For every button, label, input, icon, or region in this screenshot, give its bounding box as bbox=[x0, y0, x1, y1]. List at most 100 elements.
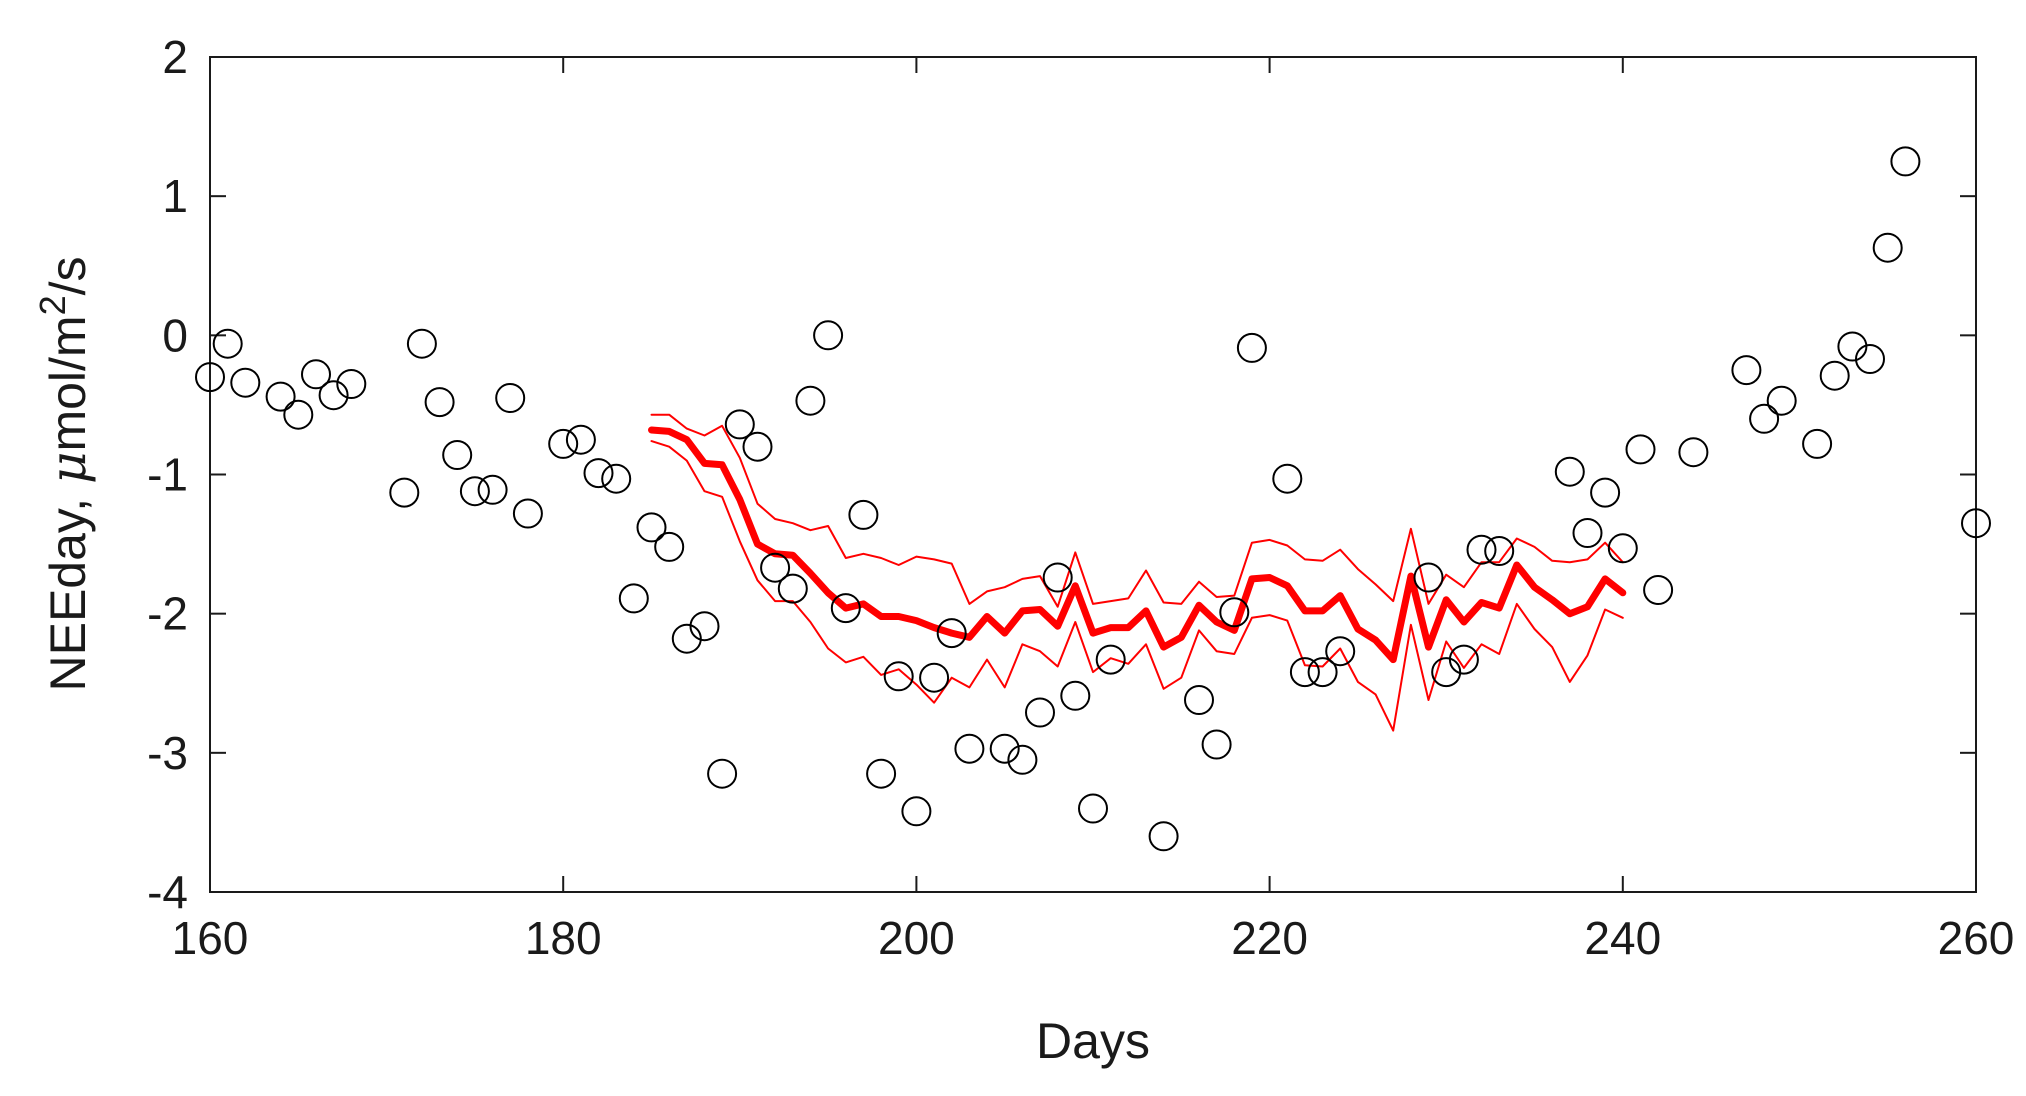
data-point bbox=[1042, 562, 1073, 593]
data-point bbox=[1095, 644, 1126, 675]
data-point bbox=[336, 369, 367, 399]
data-point bbox=[1148, 821, 1179, 852]
mean-line bbox=[648, 426, 1627, 664]
data-points bbox=[195, 146, 1991, 852]
data-point bbox=[954, 733, 985, 764]
y-axis-title-prefix: NEEday, bbox=[40, 484, 96, 692]
data-point bbox=[936, 618, 967, 649]
data-point bbox=[1837, 331, 1868, 362]
data-point bbox=[212, 328, 243, 359]
y-axis-title: NEEday, μmol/m2/s bbox=[32, 256, 98, 691]
data-point bbox=[1448, 644, 1479, 675]
data-point bbox=[265, 381, 296, 412]
x-tick-label: 240 bbox=[1584, 912, 1661, 964]
data-point bbox=[301, 359, 331, 390]
data-point bbox=[654, 531, 685, 562]
data-point bbox=[1590, 477, 1621, 508]
y-tick-label: -3 bbox=[147, 727, 188, 779]
y-axis-title-sup: 2 bbox=[32, 295, 73, 315]
data-point bbox=[1819, 360, 1850, 391]
y-tick-label: 0 bbox=[162, 309, 188, 361]
data-point bbox=[1554, 456, 1585, 487]
data-point bbox=[866, 758, 897, 789]
data-point bbox=[636, 512, 667, 543]
data-point bbox=[795, 385, 826, 416]
plot-frame bbox=[209, 56, 1977, 893]
data-point bbox=[1607, 533, 1638, 564]
data-point bbox=[1643, 575, 1674, 605]
data-point bbox=[777, 573, 808, 604]
data-point bbox=[901, 796, 932, 827]
data-point bbox=[601, 463, 632, 494]
data-point bbox=[618, 583, 649, 614]
data-point bbox=[389, 477, 420, 508]
data-point bbox=[1413, 562, 1444, 593]
data-point bbox=[442, 440, 473, 470]
data-point bbox=[1060, 680, 1091, 711]
data-point bbox=[1484, 536, 1515, 566]
data-point bbox=[424, 387, 455, 418]
x-tick-label: 220 bbox=[1231, 912, 1308, 964]
data-point bbox=[1678, 437, 1709, 468]
bound-line bbox=[650, 413, 1624, 608]
x-tick-label: 200 bbox=[878, 912, 955, 964]
data-point bbox=[1272, 463, 1303, 494]
data-point bbox=[919, 662, 950, 693]
data-point bbox=[583, 458, 614, 489]
data-point bbox=[742, 431, 773, 462]
y-tick-label: -4 bbox=[147, 866, 188, 918]
data-point bbox=[195, 362, 225, 393]
data-point bbox=[724, 409, 755, 440]
data-point bbox=[1025, 697, 1055, 728]
data-point bbox=[883, 661, 914, 692]
data-point bbox=[565, 424, 596, 455]
y-axis-title-suffix: /s bbox=[40, 256, 96, 295]
data-point bbox=[989, 733, 1020, 764]
data-point bbox=[477, 474, 508, 505]
data-point bbox=[406, 328, 437, 359]
data-point bbox=[1078, 793, 1108, 824]
data-point bbox=[1749, 403, 1780, 434]
data-point bbox=[1802, 428, 1833, 459]
y-tick-label: 1 bbox=[162, 170, 188, 222]
bound-line bbox=[650, 440, 1624, 732]
y-tick-label: -2 bbox=[147, 588, 188, 640]
x-tick-label: 260 bbox=[1938, 912, 2015, 964]
data-point bbox=[1731, 355, 1762, 386]
data-point bbox=[230, 367, 261, 398]
data-point bbox=[1236, 332, 1267, 363]
data-point bbox=[1961, 508, 1991, 539]
data-point bbox=[459, 476, 490, 507]
data-point bbox=[1289, 657, 1320, 688]
data-point bbox=[1325, 636, 1356, 667]
data-point bbox=[760, 552, 791, 583]
y-axis-title-mu: μ bbox=[39, 452, 97, 485]
axis-ticks: 160 180 200 220 240 260 -4 -3 -2 -1 0 1 2 bbox=[147, 31, 2014, 964]
data-point bbox=[1201, 729, 1232, 760]
y-tick-label: 2 bbox=[162, 31, 188, 83]
data-point bbox=[707, 758, 738, 789]
series-lines bbox=[648, 413, 1627, 732]
y-tick-label: -1 bbox=[147, 449, 188, 501]
data-point bbox=[548, 428, 579, 459]
data-point bbox=[813, 320, 844, 351]
data-point bbox=[1219, 597, 1250, 628]
x-axis-title: Days bbox=[1036, 1013, 1150, 1069]
data-point bbox=[1872, 232, 1903, 263]
data-point bbox=[495, 383, 526, 413]
data-point bbox=[1572, 518, 1603, 548]
data-point bbox=[318, 380, 349, 411]
data-point bbox=[1007, 744, 1038, 775]
data-point bbox=[1855, 344, 1885, 374]
data-point bbox=[1307, 657, 1338, 688]
data-point bbox=[1184, 685, 1214, 715]
data-point bbox=[1890, 146, 1921, 177]
x-tick-label: 160 bbox=[172, 912, 249, 964]
data-point bbox=[689, 611, 720, 642]
data-point bbox=[1625, 434, 1656, 465]
data-point bbox=[1766, 385, 1797, 416]
data-point bbox=[848, 499, 879, 530]
x-tick-label: 180 bbox=[525, 912, 602, 964]
data-point bbox=[512, 498, 543, 529]
